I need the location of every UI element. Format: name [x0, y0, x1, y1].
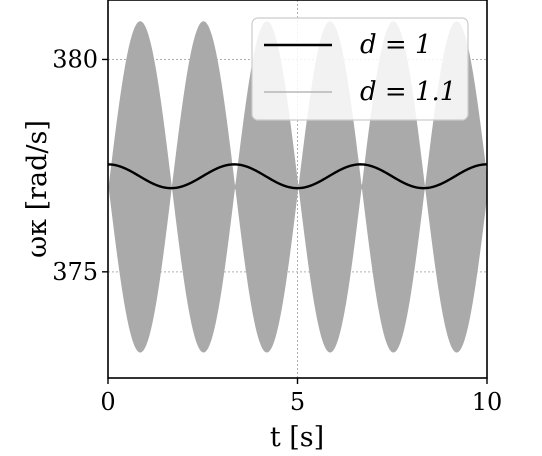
legend: d = 1 d = 1.1	[251, 17, 469, 121]
y-tick-label: 380	[52, 45, 98, 73]
series-d1-line	[108, 163, 487, 190]
x-ticks: 0 5 10	[100, 378, 502, 416]
legend-box	[251, 17, 469, 121]
series-line	[108, 163, 487, 190]
legend-label-d1-1: d = 1.1	[360, 77, 456, 107]
legend-label-d1: d = 1	[360, 30, 432, 60]
x-axis-label: t [s]	[270, 422, 324, 453]
x-tick-label: 10	[472, 388, 503, 416]
x-tick-label: 5	[290, 388, 305, 416]
x-tick-label: 0	[100, 388, 115, 416]
y-ticks: 375 380	[52, 45, 108, 286]
y-axis-label: ωκ [rad/s]	[22, 120, 53, 258]
y-tick-label: 375	[52, 258, 98, 286]
